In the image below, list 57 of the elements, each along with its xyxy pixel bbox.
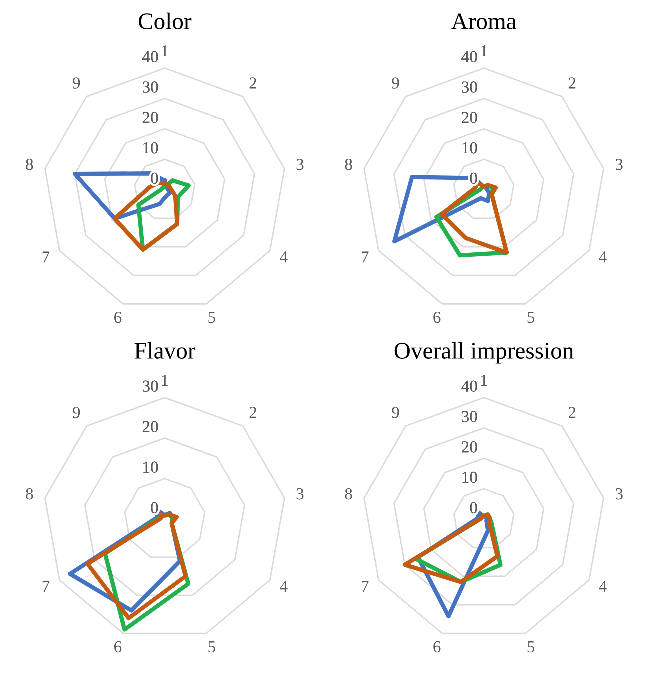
spoke-label: 3	[616, 159, 623, 170]
y-tick-label: 10	[462, 142, 478, 154]
chart-title: Overall impression	[394, 342, 574, 364]
chart-title: Aroma	[452, 14, 517, 30]
spoke-label: 8	[26, 158, 34, 170]
spoke-label: 2	[250, 407, 256, 418]
spoke-label: 5	[528, 642, 535, 653]
spoke-label: 4	[280, 581, 288, 592]
y-tick-label: 40	[462, 380, 478, 392]
spoke-label: 2	[568, 78, 576, 89]
spoke-label: 8	[26, 488, 34, 500]
y-tick-label: 30	[462, 82, 478, 93]
spoke-label: 9	[73, 78, 80, 89]
spoke-label: 1	[162, 46, 168, 57]
spoke-label: 3	[296, 488, 304, 500]
spoke-label: 5	[208, 642, 216, 653]
spoke-label: 7	[42, 252, 50, 263]
spoke-label: 6	[114, 641, 122, 653]
spoke-label: 7	[362, 581, 369, 592]
spoke-label: 1	[481, 375, 488, 386]
spoke-label: 4	[280, 252, 288, 263]
y-tick-label: 10	[462, 472, 478, 484]
y-tick-label: 40	[462, 51, 478, 63]
spoke-label: 6	[434, 312, 441, 324]
spoke-label: 2	[250, 78, 256, 89]
spoke-label: 9	[392, 78, 400, 89]
y-tick-label: 0	[151, 502, 158, 514]
spoke-label: 6	[114, 312, 122, 324]
spoke-label: 7	[42, 581, 50, 592]
spoke-label: 3	[616, 488, 623, 500]
y-tick-label: 20	[462, 112, 478, 124]
y-tick-label: 10	[144, 142, 158, 154]
chart-title: Flavor	[134, 342, 196, 359]
spoke-label: 7	[362, 252, 369, 263]
spoke-label: 4	[599, 581, 607, 592]
spoke-label: 3	[296, 159, 304, 170]
spoke-label: 5	[208, 312, 216, 324]
spoke-label: 1	[481, 46, 488, 57]
y-tick-label: 10	[144, 462, 158, 474]
spoke-label: 6	[434, 641, 441, 653]
spoke-label: 8	[345, 488, 352, 500]
spoke-label: 2	[568, 407, 576, 418]
spoke-label: 1	[162, 375, 168, 386]
chart-title: Color	[139, 12, 192, 30]
spoke-label: 8	[345, 158, 352, 170]
spoke-label: 9	[392, 407, 400, 418]
y-tick-label: 30	[462, 411, 478, 422]
y-tick-label: 40	[142, 51, 158, 63]
spoke-label: 4	[599, 252, 607, 263]
spoke-label: 9	[73, 407, 80, 418]
y-tick-label: 0	[470, 502, 478, 514]
y-tick-label: 20	[142, 421, 158, 433]
y-tick-label: 30	[142, 380, 158, 392]
y-tick-label: 30	[142, 82, 158, 93]
y-tick-label: 20	[142, 112, 158, 124]
spoke-label: 5	[528, 312, 535, 324]
y-tick-label: 20	[462, 442, 478, 453]
